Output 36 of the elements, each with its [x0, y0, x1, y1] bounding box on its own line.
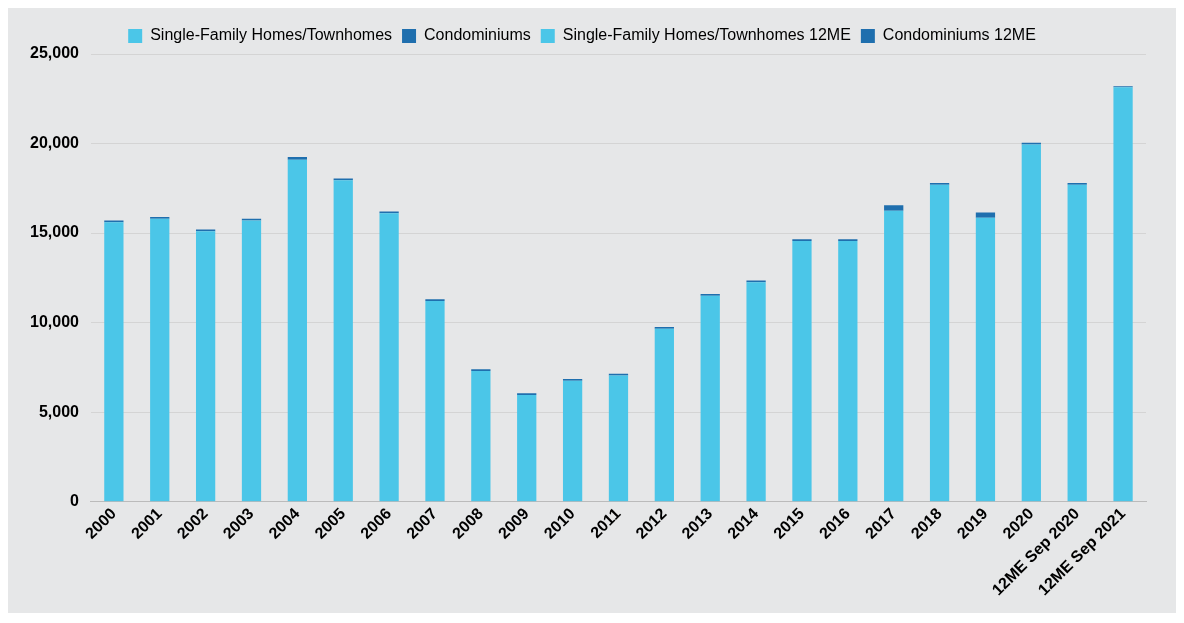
bar [1067, 184, 1087, 502]
bar [425, 301, 445, 502]
legend-label: Condominiums 12ME [882, 26, 1036, 44]
bar [333, 180, 353, 502]
bar [884, 205, 904, 211]
y-tick-label: 0 [70, 492, 80, 510]
bar [471, 370, 491, 502]
legend-label: Single-Family Homes/Townhomes [150, 26, 393, 44]
y-tick-label: 25,000 [30, 44, 80, 62]
bar [929, 184, 950, 502]
bar [608, 375, 629, 502]
y-tick-label: 20,000 [30, 133, 80, 151]
bar [746, 282, 766, 502]
bar [517, 395, 537, 502]
bar [287, 156, 307, 160]
bar [654, 328, 674, 502]
bar [150, 218, 170, 502]
bar [700, 295, 720, 502]
y-tick-label: 15,000 [30, 223, 80, 241]
bar [1021, 144, 1041, 502]
y-tick-label: 5,000 [38, 402, 80, 420]
legend-label: Single-Family Homes/Townhomes 12ME [562, 26, 851, 44]
bar [562, 380, 583, 502]
bar [195, 231, 216, 502]
bar [379, 213, 399, 502]
bar [838, 241, 858, 502]
bar [1113, 87, 1133, 502]
bar [792, 241, 812, 502]
bar [104, 222, 124, 502]
legend-label: Condominiums [424, 26, 531, 44]
bar [241, 220, 262, 502]
bar [884, 210, 904, 502]
bar [975, 212, 996, 218]
y-tick-label: 10,000 [30, 313, 80, 330]
bar [287, 159, 307, 502]
bar [975, 217, 996, 502]
